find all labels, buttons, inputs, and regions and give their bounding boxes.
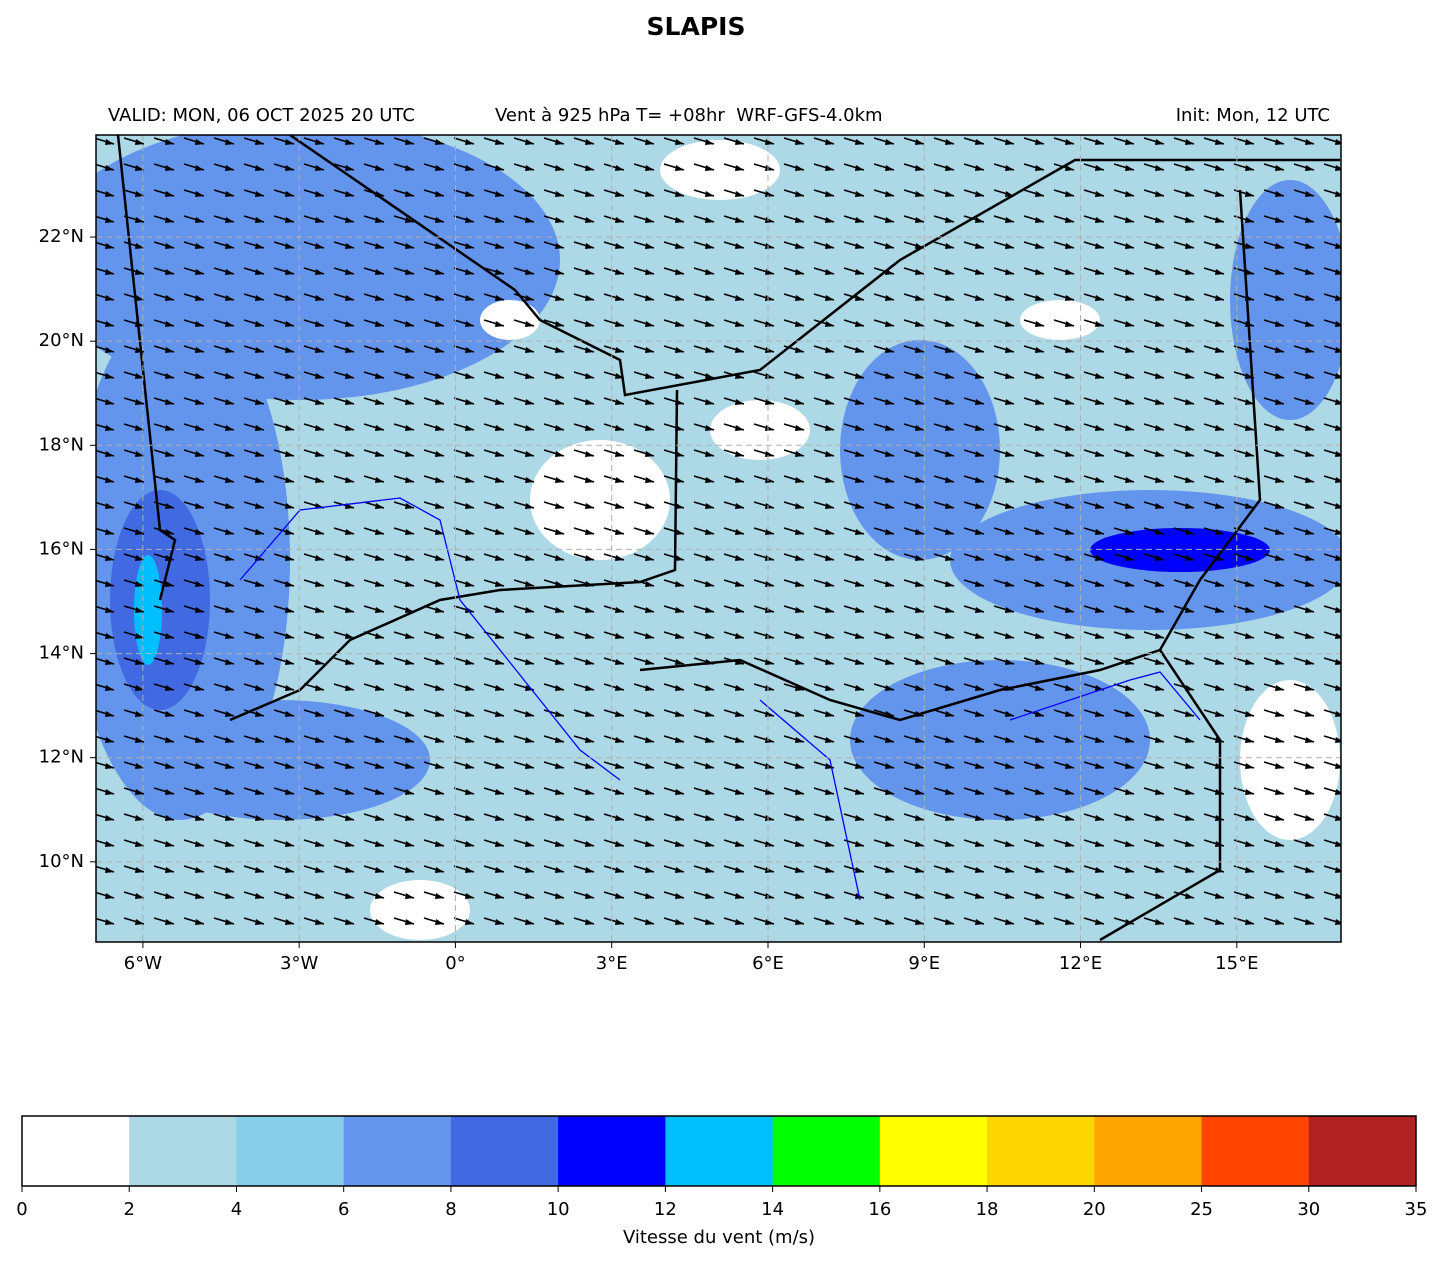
colorbar-tick-label: 10	[547, 1199, 570, 1220]
colorbar-label: Vitesse du vent (m/s)	[623, 1227, 815, 1248]
colorbar-tick-label: 8	[445, 1199, 456, 1220]
header-right: Init: Mon, 12 UTC	[1176, 105, 1330, 126]
colorbar-tick-label: 16	[868, 1199, 891, 1220]
colorbar-segment	[236, 1116, 345, 1186]
colorbar-tick-label: 2	[124, 1199, 135, 1220]
colorbar-tick-label: 4	[231, 1199, 242, 1220]
x-tick-label: 12°E	[1059, 953, 1102, 974]
colorbar-tick-label: 18	[976, 1199, 999, 1220]
colorbar-segment	[1308, 1116, 1417, 1186]
colorbar-segment	[772, 1116, 881, 1186]
colorbar-segment	[879, 1116, 988, 1186]
x-tick-label: 3°W	[280, 953, 318, 974]
x-tick-label: 0°	[445, 953, 465, 974]
y-tick-label: 16°N	[39, 538, 84, 559]
colorbar-segment	[129, 1116, 237, 1186]
colorbar-tick-label: 14	[761, 1199, 784, 1220]
colorbar-segment	[987, 1116, 1095, 1186]
colorbar-tick-label: 35	[1405, 1199, 1428, 1220]
y-tick-label: 14°N	[39, 643, 84, 664]
y-tick-label: 18°N	[39, 434, 84, 455]
y-tick-label: 22°N	[39, 226, 84, 247]
colorbar-segment	[450, 1116, 559, 1186]
colorbar-tick-label: 12	[654, 1199, 677, 1220]
y-tick-label: 20°N	[39, 330, 84, 351]
colorbar-tick-label: 20	[1083, 1199, 1106, 1220]
x-tick-label: 3°E	[596, 953, 628, 974]
x-tick-label: 6°W	[124, 953, 162, 974]
colorbar-segment	[1094, 1116, 1203, 1186]
colorbar-tick-label: 25	[1190, 1199, 1213, 1220]
x-tick-label: 15°E	[1215, 953, 1258, 974]
title: SLAPIS	[647, 12, 746, 41]
colorbar-segment	[343, 1116, 452, 1186]
map-frame	[95, 134, 1342, 943]
colorbar-segment	[558, 1116, 666, 1186]
y-tick-label: 12°N	[39, 747, 84, 768]
colorbar-tick-label: 6	[338, 1199, 349, 1220]
colorbar-segment	[22, 1116, 130, 1186]
x-tick-label: 6°E	[752, 953, 784, 974]
x-tick-label: 9°E	[908, 953, 940, 974]
y-tick-label: 10°N	[39, 851, 84, 872]
wind-field	[96, 135, 1341, 942]
colorbar-frame	[21, 1115, 1417, 1187]
colorbar-tick-label: 30	[1297, 1199, 1320, 1220]
header-center: Vent à 925 hPa T= +08hr WRF-GFS-4.0km	[495, 105, 883, 126]
colorbar-segment	[1201, 1116, 1310, 1186]
header-left: VALID: MON, 06 OCT 2025 20 UTC	[108, 105, 415, 126]
colorbar-tick-label: 0	[16, 1199, 27, 1220]
colorbar-segment	[665, 1116, 774, 1186]
